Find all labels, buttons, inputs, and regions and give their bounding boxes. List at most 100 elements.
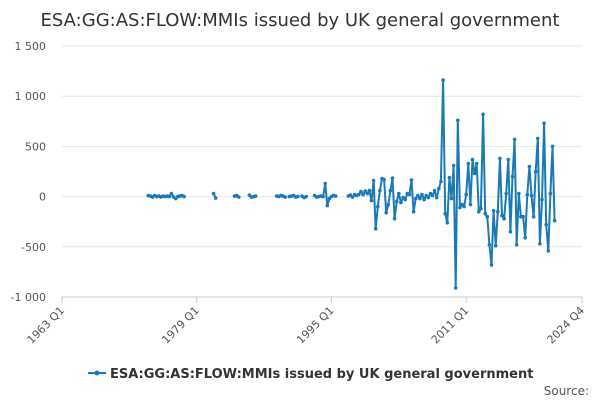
data-point bbox=[449, 196, 454, 201]
data-point bbox=[422, 197, 426, 202]
data-point bbox=[392, 216, 397, 221]
data-point bbox=[472, 171, 477, 176]
data-point bbox=[514, 243, 519, 247]
data-point bbox=[376, 204, 380, 209]
data-point bbox=[359, 189, 363, 194]
data-point bbox=[500, 213, 504, 218]
data-point bbox=[211, 191, 216, 196]
data-point bbox=[382, 177, 386, 182]
data-point bbox=[529, 193, 534, 198]
grid bbox=[62, 45, 582, 298]
data-point bbox=[237, 195, 241, 199]
x-tick-label: 1963 Q1 bbox=[25, 304, 68, 347]
y-tick-label: -1 000 bbox=[11, 291, 46, 304]
data-point bbox=[304, 194, 309, 199]
data-point bbox=[361, 192, 365, 197]
data-point bbox=[542, 121, 546, 126]
data-point bbox=[350, 195, 355, 199]
data-point bbox=[418, 196, 422, 201]
data-point bbox=[390, 176, 395, 180]
y-tick-label: 1 500 bbox=[15, 40, 47, 53]
data-point bbox=[403, 197, 408, 202]
data-point bbox=[397, 191, 401, 196]
data-point bbox=[323, 181, 328, 186]
data-point bbox=[489, 263, 494, 267]
data-point bbox=[481, 112, 485, 117]
data-point bbox=[521, 214, 525, 219]
legend-label: ESA:GG:AS:FLOW:MMIs issued by UK general… bbox=[110, 367, 533, 382]
data-point bbox=[527, 164, 532, 169]
data-point bbox=[470, 157, 475, 162]
data-point bbox=[462, 204, 466, 209]
data-point bbox=[167, 194, 172, 199]
data-point bbox=[399, 200, 403, 205]
data-point bbox=[169, 191, 174, 196]
legend-swatch-marker bbox=[94, 370, 100, 376]
data-point bbox=[525, 192, 530, 197]
data-point bbox=[386, 202, 391, 207]
data-point bbox=[430, 193, 435, 198]
data-point bbox=[548, 191, 553, 196]
data-point bbox=[502, 216, 506, 221]
data-point bbox=[378, 188, 382, 193]
data-point bbox=[451, 163, 456, 168]
data-point bbox=[420, 192, 424, 197]
data-point bbox=[517, 191, 521, 196]
data-point bbox=[485, 214, 490, 219]
chart-title: ESA:GG:AS:FLOW:MMIs issued by UK general… bbox=[41, 10, 560, 31]
data-point bbox=[388, 188, 393, 193]
data-point bbox=[296, 194, 300, 199]
data-point bbox=[325, 203, 330, 208]
data-point bbox=[367, 188, 372, 193]
data-point bbox=[536, 136, 540, 141]
data-point bbox=[409, 178, 414, 182]
data-point bbox=[443, 211, 448, 216]
data-point bbox=[333, 194, 338, 198]
data-point bbox=[533, 169, 538, 174]
data-point bbox=[369, 198, 374, 203]
data-point bbox=[491, 208, 496, 213]
x-axis: 1963 Q1 1979 Q1 1995 Q1 2011 Q1 2024 Q4 bbox=[25, 296, 588, 347]
data-point bbox=[384, 210, 389, 215]
data-point bbox=[453, 286, 458, 290]
data-point bbox=[432, 188, 437, 193]
x-tick-label: 1979 Q1 bbox=[159, 304, 202, 347]
data-point bbox=[464, 192, 469, 197]
data-point bbox=[182, 194, 186, 199]
data-point bbox=[321, 194, 325, 199]
data-point bbox=[483, 211, 488, 216]
data-point bbox=[371, 178, 376, 183]
series-line bbox=[347, 79, 556, 289]
legend[interactable]: ESA:GG:AS:FLOW:MMIs issued by UK general… bbox=[88, 367, 533, 382]
y-tick-label: 0 bbox=[39, 191, 46, 204]
data-point bbox=[550, 144, 555, 149]
data-point bbox=[456, 118, 460, 123]
data-point bbox=[253, 194, 258, 198]
data-point bbox=[213, 196, 218, 200]
data-point bbox=[416, 193, 420, 198]
x-tick-label: 2024 Q4 bbox=[545, 304, 588, 347]
series-lines bbox=[148, 79, 556, 289]
data-point bbox=[413, 196, 418, 201]
data-point bbox=[498, 156, 502, 161]
data-point bbox=[447, 175, 452, 180]
data-point bbox=[411, 209, 416, 214]
x-tick-label: 1995 Q1 bbox=[294, 304, 337, 347]
data-point bbox=[439, 179, 443, 184]
data-point bbox=[523, 236, 527, 240]
data-point bbox=[531, 214, 536, 219]
data-point bbox=[434, 195, 439, 200]
data-point bbox=[479, 206, 483, 211]
y-axis: 1 500 1 000 500 0 -500 -1 000 bbox=[11, 40, 46, 304]
data-point bbox=[496, 209, 500, 214]
x-tick-label: 2011 Q1 bbox=[429, 304, 472, 347]
data-point bbox=[445, 220, 450, 225]
data-point bbox=[441, 78, 445, 82]
data-point bbox=[487, 243, 492, 247]
data-point bbox=[512, 137, 517, 142]
data-point bbox=[426, 195, 431, 200]
data-point bbox=[468, 202, 473, 207]
data-point bbox=[466, 161, 471, 166]
data-point bbox=[504, 191, 509, 196]
